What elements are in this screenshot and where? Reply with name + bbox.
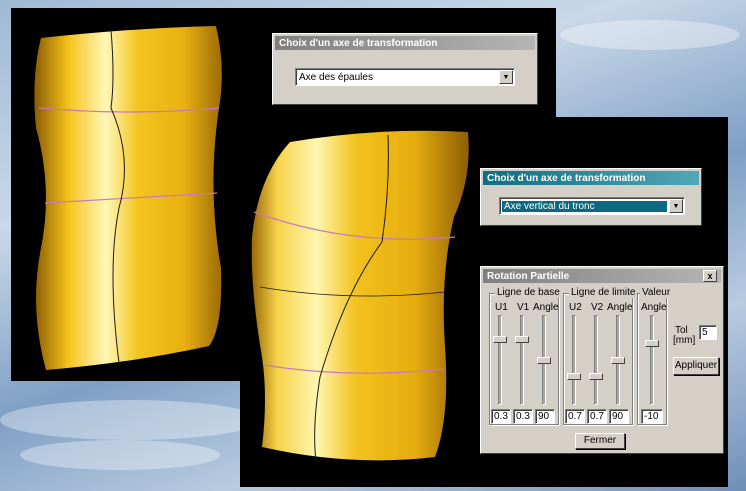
chevron-down-icon[interactable]: ▼ — [499, 70, 513, 84]
apply-button[interactable]: Appliquer — [673, 357, 719, 375]
u1-field[interactable]: 0.3 — [491, 409, 511, 424]
group-value: Valeur — [637, 287, 673, 425]
dialog-title: Choix d'un axe de transformation — [487, 172, 646, 184]
close-button[interactable]: Fermer — [575, 433, 625, 449]
torso-surface-front — [251, 130, 469, 463]
u2-field[interactable]: 0.7 — [565, 409, 585, 424]
col-label: Angle — [641, 302, 667, 313]
angle-limit-field[interactable]: 90 — [609, 409, 629, 424]
col-label: U1 — [495, 302, 508, 313]
group-label: Ligne de limite — [569, 287, 638, 298]
col-label: V1 — [517, 302, 530, 313]
slider-v1[interactable] — [515, 315, 529, 405]
col-label: Angle — [533, 302, 559, 313]
tol-field[interactable]: 5 — [699, 325, 717, 340]
slider-u1[interactable] — [493, 315, 507, 405]
col-label: Angle — [607, 302, 633, 313]
slider-angle-limit[interactable] — [611, 315, 625, 405]
slider-u2[interactable] — [567, 315, 581, 405]
slider-v2[interactable] — [589, 315, 603, 405]
group-base-line: Ligne de base — [489, 287, 562, 425]
background-cloud — [560, 20, 740, 50]
slider-angle-base[interactable] — [537, 315, 551, 405]
rotation-dialog: Rotation Partielle x Ligne de base U1 V1… — [480, 266, 724, 454]
dialog-titlebar: Choix d'un axe de transformation — [483, 171, 699, 185]
axis-select-value: Axe des épaules — [299, 71, 373, 83]
v1-field[interactable]: 0.3 — [513, 409, 533, 424]
angle-base-field[interactable]: 90 — [535, 409, 555, 424]
dialog-title: Choix d'un axe de transformation — [279, 37, 438, 49]
close-icon[interactable]: x — [703, 270, 717, 282]
tol-label: Tol — [675, 325, 688, 336]
tol-unit-label: [mm] — [673, 335, 696, 346]
group-label: Valeur — [640, 287, 673, 298]
axis-select-value: Axe vertical du tronc — [502, 200, 667, 212]
background-cloud — [20, 440, 220, 470]
dialog-titlebar: Choix d'un axe de transformation — [275, 36, 535, 50]
axis-select[interactable]: Axe vertical du tronc ▼ — [499, 197, 685, 215]
torso-surface-back — [34, 26, 222, 370]
v2-field[interactable]: 0.7 — [587, 409, 607, 424]
dialog-titlebar: Rotation Partielle x — [483, 269, 721, 283]
axis-choice-dialog-front: Choix d'un axe de transformation Axe ver… — [480, 168, 702, 226]
slider-angle-value[interactable] — [645, 315, 659, 405]
chevron-down-icon[interactable]: ▼ — [669, 199, 683, 213]
angle-value-field[interactable]: -10 — [641, 409, 663, 424]
col-label: V2 — [591, 302, 604, 313]
col-label: U2 — [569, 302, 582, 313]
background-cloud — [0, 400, 260, 440]
group-label: Ligne de base — [495, 287, 562, 298]
axis-choice-dialog-back: Choix d'un axe de transformation Axe des… — [272, 33, 538, 105]
dialog-title: Rotation Partielle — [487, 270, 570, 282]
group-limit-line: Ligne de limite — [563, 287, 638, 425]
axis-select[interactable]: Axe des épaules ▼ — [295, 68, 515, 86]
